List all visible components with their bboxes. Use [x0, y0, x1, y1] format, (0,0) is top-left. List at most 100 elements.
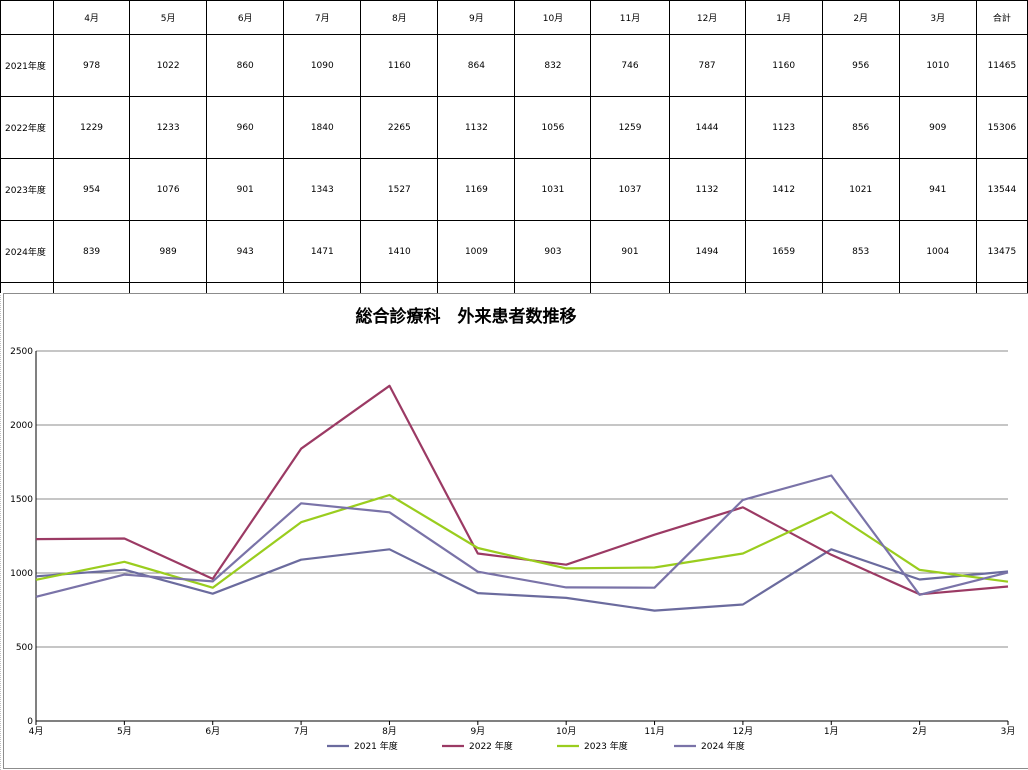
- y-tick-label: 1500: [10, 495, 33, 505]
- x-tick-label: 2月: [912, 726, 927, 737]
- table-cell[interactable]: 746: [590, 34, 670, 97]
- table-cell[interactable]: 1009: [437, 220, 516, 283]
- table-cell[interactable]: 2265: [360, 96, 439, 159]
- table-header-cell[interactable]: 11月: [590, 0, 670, 35]
- table-cell[interactable]: 1123: [744, 96, 823, 159]
- table-cell[interactable]: [975, 282, 1028, 293]
- table-header-cell[interactable]: 9月: [437, 0, 516, 35]
- table-cell[interactable]: 1444: [668, 96, 746, 159]
- table-cell[interactable]: [668, 282, 746, 293]
- table-cell[interactable]: 11465: [975, 34, 1028, 97]
- table-cell[interactable]: 860: [206, 34, 285, 97]
- table-header-cell[interactable]: 2月: [821, 0, 900, 35]
- table-cell[interactable]: [514, 282, 592, 293]
- table-cell[interactable]: 1022: [129, 34, 208, 97]
- table-body: 2021年度 978 1022 860 1090 1160 864 832 746 787 1160…: [0, 34, 1028, 293]
- table-cell[interactable]: [53, 282, 131, 293]
- table-cell[interactable]: 1412: [744, 158, 823, 221]
- table-row-label[interactable]: 2022年度: [0, 96, 55, 159]
- series-line-4[interactable]: [35, 474, 1009, 598]
- table-cell[interactable]: 941: [898, 158, 977, 221]
- table-cell[interactable]: [283, 282, 362, 293]
- table-cell[interactable]: 901: [590, 220, 670, 283]
- table-cell[interactable]: 909: [898, 96, 977, 159]
- table-cell[interactable]: 864: [437, 34, 516, 97]
- chart-object[interactable]: 総合診療科 外来患者数推移 0 500 1000 1500 2000 2500 4月 5月 6月…: [3, 293, 1028, 769]
- table-header-cell[interactable]: 1月: [744, 0, 823, 35]
- table-cell[interactable]: 1090: [283, 34, 362, 97]
- table-cell[interactable]: [590, 282, 670, 293]
- table-cell[interactable]: 1076: [129, 158, 208, 221]
- series-line-1[interactable]: [35, 548, 1009, 612]
- table-cell[interactable]: [129, 282, 208, 293]
- table-cell[interactable]: 1160: [744, 34, 823, 97]
- table-header-cell[interactable]: 7月: [283, 0, 362, 35]
- table-cell[interactable]: 1056: [514, 96, 592, 159]
- table-cell[interactable]: [206, 282, 285, 293]
- x-tick-label: 10月: [556, 726, 576, 737]
- x-tick-label: 5月: [117, 726, 132, 737]
- table-cell[interactable]: 839: [53, 220, 131, 283]
- table-cell[interactable]: 943: [206, 220, 285, 283]
- table-header-cell[interactable]: 6月: [206, 0, 285, 35]
- table-cell[interactable]: 1233: [129, 96, 208, 159]
- table-row-label[interactable]: 2024年度: [0, 220, 55, 283]
- table-cell[interactable]: 13544: [975, 158, 1028, 221]
- table-cell[interactable]: [898, 282, 977, 293]
- table-cell[interactable]: 1037: [590, 158, 670, 221]
- table-cell[interactable]: 1840: [283, 96, 362, 159]
- series-line-3[interactable]: [35, 493, 1009, 589]
- x-tick-label: 1月: [824, 726, 839, 737]
- table-header-cell[interactable]: 4月: [53, 0, 131, 35]
- table-cell[interactable]: 1343: [283, 158, 362, 221]
- table-row: 2022年度 1229 1233 960 1840 2265 1132 1056 1259 144…: [0, 96, 1028, 159]
- series-line-2[interactable]: [35, 384, 1009, 596]
- table-cell[interactable]: 1004: [898, 220, 977, 283]
- table-cell[interactable]: 1132: [668, 158, 746, 221]
- table-cell[interactable]: 832: [514, 34, 592, 97]
- table-header-cell[interactable]: 8月: [360, 0, 439, 35]
- table-header-cell[interactable]: 5月: [129, 0, 208, 35]
- table-header-cell[interactable]: 10月: [514, 0, 592, 35]
- table-cell[interactable]: [437, 282, 516, 293]
- table-header-cell[interactable]: 12月: [668, 0, 746, 35]
- table-cell[interactable]: 989: [129, 220, 208, 283]
- table-cell[interactable]: 960: [206, 96, 285, 159]
- table-cell[interactable]: 1494: [668, 220, 746, 283]
- chart-title[interactable]: 総合診療科 外来患者数推移: [356, 306, 577, 327]
- table-cell[interactable]: 901: [206, 158, 285, 221]
- table-header-cell[interactable]: 3月: [898, 0, 977, 35]
- table-cell[interactable]: 787: [668, 34, 746, 97]
- table-cell[interactable]: 954: [53, 158, 131, 221]
- series-lines: [35, 384, 1009, 612]
- table-cell[interactable]: 903: [514, 220, 592, 283]
- table-cell[interactable]: 1169: [437, 158, 516, 221]
- table-header-cell[interactable]: 合計: [975, 0, 1028, 35]
- table-cell[interactable]: 1160: [360, 34, 439, 97]
- table-cell[interactable]: 13475: [975, 220, 1028, 283]
- table-cell[interactable]: 1031: [514, 158, 592, 221]
- table-cell[interactable]: 1229: [53, 96, 131, 159]
- table-cell[interactable]: 1132: [437, 96, 516, 159]
- table-cell[interactable]: 1471: [283, 220, 362, 283]
- table-cell[interactable]: [360, 282, 439, 293]
- table-cell[interactable]: 1410: [360, 220, 439, 283]
- table-cell[interactable]: 1527: [360, 158, 439, 221]
- table-cell[interactable]: 1010: [898, 34, 977, 97]
- x-tick-label: 6月: [205, 726, 220, 737]
- table-cell[interactable]: [821, 282, 900, 293]
- table-cell[interactable]: 856: [821, 96, 900, 159]
- table-cell[interactable]: 15306: [975, 96, 1028, 159]
- table-cell[interactable]: 978: [53, 34, 131, 97]
- table-cell[interactable]: 956: [821, 34, 900, 97]
- table-row-label[interactable]: 2021年度: [0, 34, 55, 97]
- table-corner-cell[interactable]: [0, 0, 55, 35]
- legend[interactable]: 2021 年度 2022 年度 2023 年度 2024 年度: [327, 740, 745, 752]
- table-cell[interactable]: 1259: [590, 96, 670, 159]
- table-cell[interactable]: [0, 282, 55, 293]
- table-row-label[interactable]: 2023年度: [0, 158, 55, 221]
- table-cell[interactable]: 853: [821, 220, 900, 283]
- table-cell[interactable]: 1021: [821, 158, 900, 221]
- table-cell[interactable]: 1659: [744, 220, 823, 283]
- table-cell[interactable]: [744, 282, 823, 293]
